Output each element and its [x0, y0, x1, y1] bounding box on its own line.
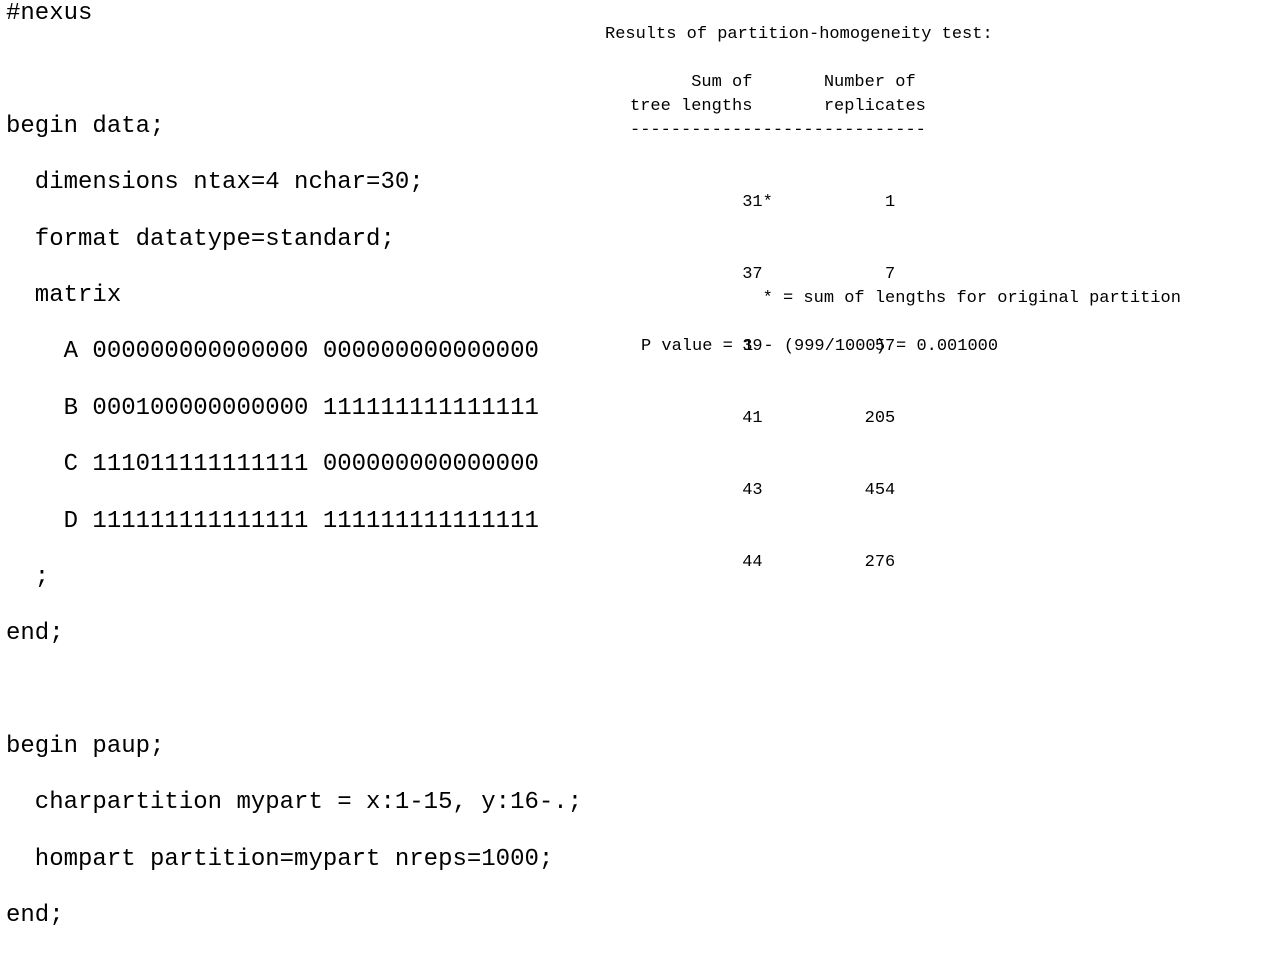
table-row: 41 205 — [630, 409, 896, 428]
results-header-line-2: tree lengths replicates — [630, 97, 926, 116]
results-header-separator: ----------------------------- — [630, 121, 926, 140]
table-row: 31* 1 — [630, 193, 896, 212]
code-line — [6, 56, 582, 84]
matrix-row-b: B 000100000000000 111111111111111 — [6, 394, 539, 422]
table-row: 44 276 — [630, 553, 896, 572]
code-line: begin paup; — [6, 733, 165, 761]
code-line: hompart partition=mypart nreps=1000; — [6, 845, 554, 873]
code-line: #nexus — [6, 0, 93, 27]
code-line: dimensions ntax=4 nchar=30; — [6, 169, 424, 197]
results-header-line-1: Sum of Number of — [630, 73, 916, 92]
matrix-row-a: A 000000000000000 000000000000000 — [6, 338, 539, 366]
results-footnote: * = sum of lengths for original partitio… — [630, 289, 1181, 308]
code-line — [6, 677, 582, 705]
code-line: charpartition mypart = x:1-15, y:16-.; — [6, 789, 583, 817]
nexus-code-block: #nexus begin data; dimensions ntax=4 nch… — [6, 0, 582, 959]
code-line: matrix — [6, 281, 122, 309]
table-row: 39 57 — [630, 337, 896, 356]
table-row: 37 7 — [630, 265, 896, 284]
matrix-row-c: C 111011111111111 000000000000000 — [6, 451, 539, 479]
code-line: format datatype=standard; — [6, 225, 395, 253]
p-value-line: P value = 1 - (999/1000) = 0.001000 — [641, 337, 999, 356]
code-line: end; — [6, 902, 64, 930]
results-table: 31* 1 37 7 39 57 41 205 43 454 44 276 — [630, 143, 895, 599]
table-row: 43 454 — [630, 481, 896, 500]
matrix-row-d: D 111111111111111 111111111111111 — [6, 507, 539, 535]
code-line: begin data; — [6, 112, 165, 140]
code-line: ; — [6, 563, 50, 591]
results-title: Results of partition-homogeneity test: — [605, 25, 993, 44]
code-line: end; — [6, 620, 64, 648]
